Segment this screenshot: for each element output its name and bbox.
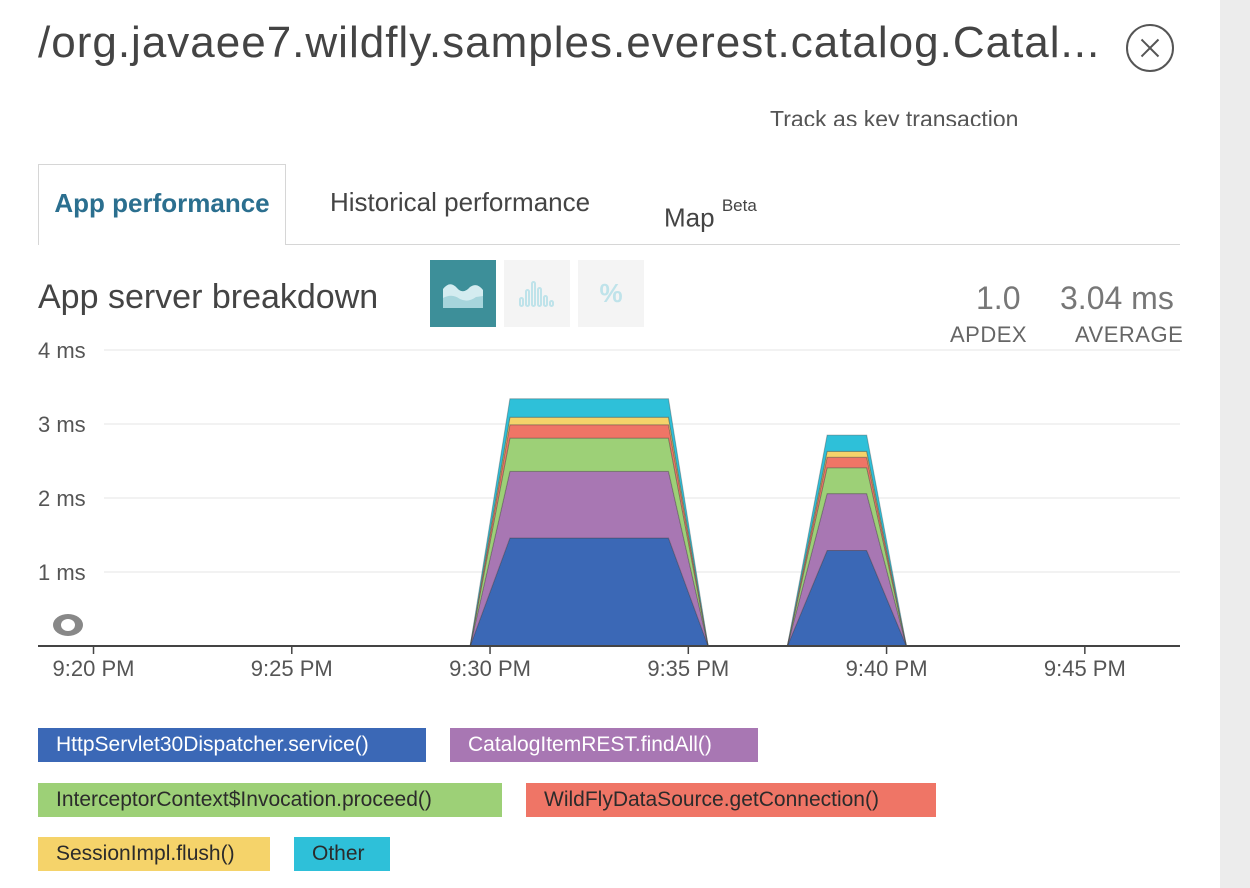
tab-map-label: Map [664, 202, 715, 233]
average-label: AVERAGE [1075, 322, 1184, 347]
histogram-icon [519, 281, 554, 307]
tab-historical-performance[interactable]: Historical performance [330, 187, 591, 217]
x-tick-label: 9:20 PM [53, 656, 135, 681]
apdex-value: 1.0 [976, 280, 1021, 316]
legend-item[interactable]: InterceptorContext$Invocation.proceed() [38, 783, 502, 817]
app-server-breakdown-chart: 1 ms 2 ms 3 ms 4 ms 9:20 PM 9:25 PM 9:30 PM 9:3… [38, 338, 1180, 681]
percent-view-button[interactable]: % [578, 260, 644, 327]
beta-badge: Beta [721, 196, 757, 215]
legend-item[interactable]: HttpServlet30Dispatcher.service() [38, 728, 426, 762]
legend-item[interactable]: WildFlyDataSource.getConnection() [526, 783, 936, 817]
average-value: 3.04 ms [1060, 280, 1174, 316]
transaction-title: /org.javaee7.wildfly.samples.everest.cat… [38, 18, 1101, 67]
apdex-label: APDEX [950, 322, 1028, 347]
section-title: App server breakdown [38, 278, 379, 316]
percent-icon: % [599, 278, 623, 308]
y-tick-label: 2 ms [38, 486, 86, 511]
area-chart-icon [443, 284, 483, 308]
tab-map[interactable]: Map Beta [664, 174, 757, 253]
x-tick-label: 9:30 PM [449, 656, 531, 681]
x-tick-label: 9:45 PM [1044, 656, 1126, 681]
y-tick-label: 4 ms [38, 338, 86, 363]
x-tick-label: 9:40 PM [846, 656, 928, 681]
y-tick-label: 1 ms [38, 560, 86, 585]
event-marker-icon-center [61, 619, 75, 631]
legend-item[interactable]: Other [294, 837, 390, 871]
histogram-view-button[interactable] [504, 260, 570, 327]
x-tick-label: 9:35 PM [647, 656, 729, 681]
y-tick-label: 3 ms [38, 412, 86, 437]
x-tick-label: 9:25 PM [251, 656, 333, 681]
close-icon[interactable] [1126, 24, 1174, 72]
legend-item[interactable]: SessionImpl.flush() [38, 837, 270, 871]
side-scroll-strip [1220, 0, 1250, 888]
legend-item[interactable]: CatalogItemREST.findAll() [450, 728, 758, 762]
tab-app-performance[interactable]: App performance [38, 164, 286, 245]
area-chart-view-button[interactable] [430, 260, 496, 327]
tab-bar: App performance Historical performance M… [38, 164, 1180, 245]
track-key-transaction-link[interactable]: Track as key transaction [770, 106, 1019, 126]
